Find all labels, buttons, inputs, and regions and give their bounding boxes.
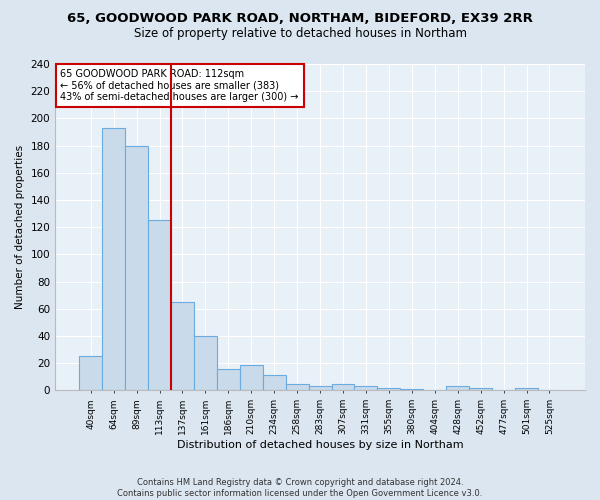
Bar	[286, 384, 308, 390]
Bar	[194, 336, 217, 390]
Bar	[515, 388, 538, 390]
Bar	[148, 220, 171, 390]
Bar	[102, 128, 125, 390]
Text: Contains HM Land Registry data © Crown copyright and database right 2024.
Contai: Contains HM Land Registry data © Crown c…	[118, 478, 482, 498]
Text: 65, GOODWOOD PARK ROAD, NORTHAM, BIDEFORD, EX39 2RR: 65, GOODWOOD PARK ROAD, NORTHAM, BIDEFOR…	[67, 12, 533, 26]
Bar	[171, 302, 194, 390]
Bar	[125, 146, 148, 390]
Bar	[355, 386, 377, 390]
Text: 65 GOODWOOD PARK ROAD: 112sqm
← 56% of detached houses are smaller (383)
43% of : 65 GOODWOOD PARK ROAD: 112sqm ← 56% of d…	[61, 69, 299, 102]
Bar	[263, 376, 286, 390]
Text: Size of property relative to detached houses in Northam: Size of property relative to detached ho…	[133, 28, 467, 40]
Bar	[446, 386, 469, 390]
Bar	[240, 364, 263, 390]
Y-axis label: Number of detached properties: Number of detached properties	[15, 145, 25, 310]
Bar	[217, 368, 240, 390]
Bar	[332, 384, 355, 390]
X-axis label: Distribution of detached houses by size in Northam: Distribution of detached houses by size …	[177, 440, 463, 450]
Bar	[377, 388, 400, 390]
Bar	[400, 389, 423, 390]
Bar	[308, 386, 332, 390]
Bar	[79, 356, 102, 390]
Bar	[469, 388, 492, 390]
